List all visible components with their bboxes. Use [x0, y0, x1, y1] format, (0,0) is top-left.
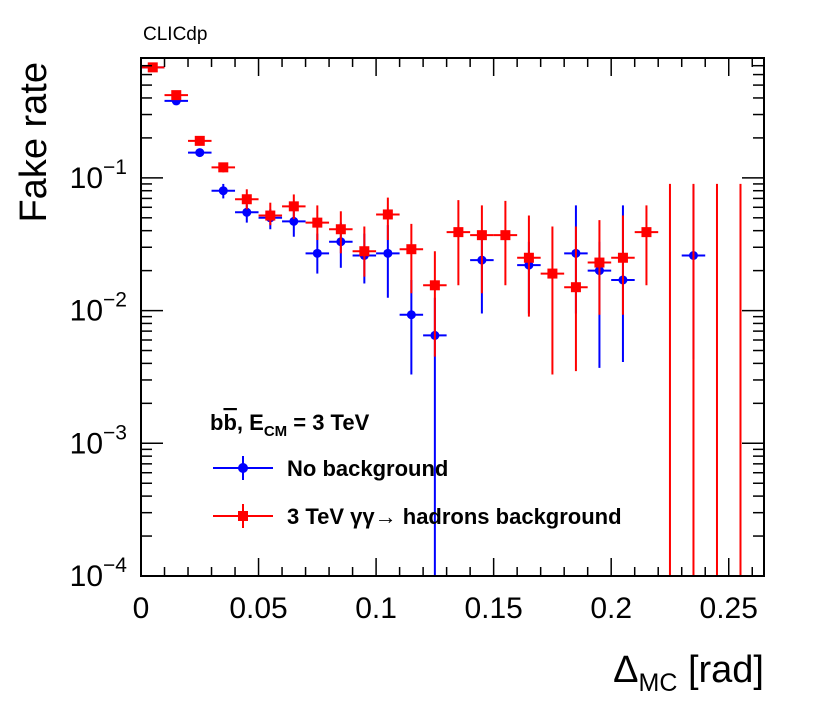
data-point — [406, 244, 417, 255]
data-point — [195, 148, 205, 158]
legend-marker — [238, 511, 248, 521]
series-gg-hadrons — [141, 62, 765, 577]
legend-header-ecm: , E — [237, 410, 264, 435]
data-point — [453, 227, 464, 238]
data-point — [500, 230, 511, 241]
legend-header: bb, ECM = 3 TeV — [210, 410, 370, 440]
y-axis-title: Fake rate — [13, 62, 55, 223]
data-point — [335, 224, 346, 235]
y-tick-label: 10−2 — [70, 289, 127, 328]
x-tick-label: 0.1 — [355, 592, 397, 625]
legend-header-energy: = 3 TeV — [287, 410, 369, 435]
x-tick-label: 0.05 — [229, 592, 287, 625]
data-point — [218, 186, 228, 196]
x-axis-title-subscript: MC — [639, 669, 678, 697]
data-point — [383, 248, 393, 258]
x-axis-title: ΔMC [rad] — [613, 649, 764, 697]
data-point — [147, 62, 158, 73]
y-tick-label: 10−1 — [70, 156, 127, 195]
data-point — [382, 209, 393, 220]
x-axis-title-unit: [rad] — [677, 649, 764, 691]
data-point — [359, 246, 370, 257]
series-layer — [141, 62, 765, 577]
legend-header-cm: CM — [264, 423, 287, 440]
series-no-background — [141, 62, 706, 577]
data-point — [265, 210, 276, 221]
data-point — [594, 257, 605, 268]
x-tick-label: 0.25 — [700, 592, 758, 625]
legend-entry-gg-hadrons — [213, 504, 273, 528]
corner-label: CLICdp — [143, 24, 207, 45]
y-tick-label: 10−3 — [70, 421, 127, 460]
data-point — [406, 310, 416, 320]
axis-ticks: 0 0.05 0.1 0.15 0.2 0.25 10−4 10−3 10−2 10−1 — [70, 57, 764, 625]
data-point — [476, 230, 487, 241]
data-point — [312, 217, 323, 228]
x-tick-label: 0.15 — [464, 592, 522, 625]
data-point — [289, 216, 299, 226]
legend-label-no-background: No background — [287, 456, 448, 481]
legend: bb, ECM = 3 TeV No background 3 TeV γγ→ … — [210, 410, 622, 529]
data-point — [241, 194, 252, 205]
data-point — [547, 268, 558, 279]
data-point — [641, 227, 652, 238]
data-point — [570, 282, 581, 293]
data-point — [242, 207, 252, 217]
x-tick-label: 0 — [133, 592, 150, 625]
y-tick-label: 10−4 — [70, 554, 128, 593]
data-point — [312, 248, 322, 258]
data-point — [617, 252, 628, 263]
legend-header-b: b — [210, 410, 223, 435]
data-point — [523, 252, 534, 263]
legend-entry-no-background — [213, 456, 273, 480]
data-point — [194, 135, 205, 146]
data-point — [218, 162, 229, 173]
legend-marker — [238, 463, 248, 473]
x-axis-title-symbol: Δ — [613, 649, 638, 691]
data-point — [429, 280, 440, 291]
legend-header-bbar: b — [223, 410, 236, 435]
x-tick-label: 0.2 — [590, 592, 632, 625]
data-point — [171, 90, 182, 101]
legend-label-gg-hadrons: 3 TeV γγ→ hadrons background — [287, 504, 622, 529]
data-point — [288, 201, 299, 212]
